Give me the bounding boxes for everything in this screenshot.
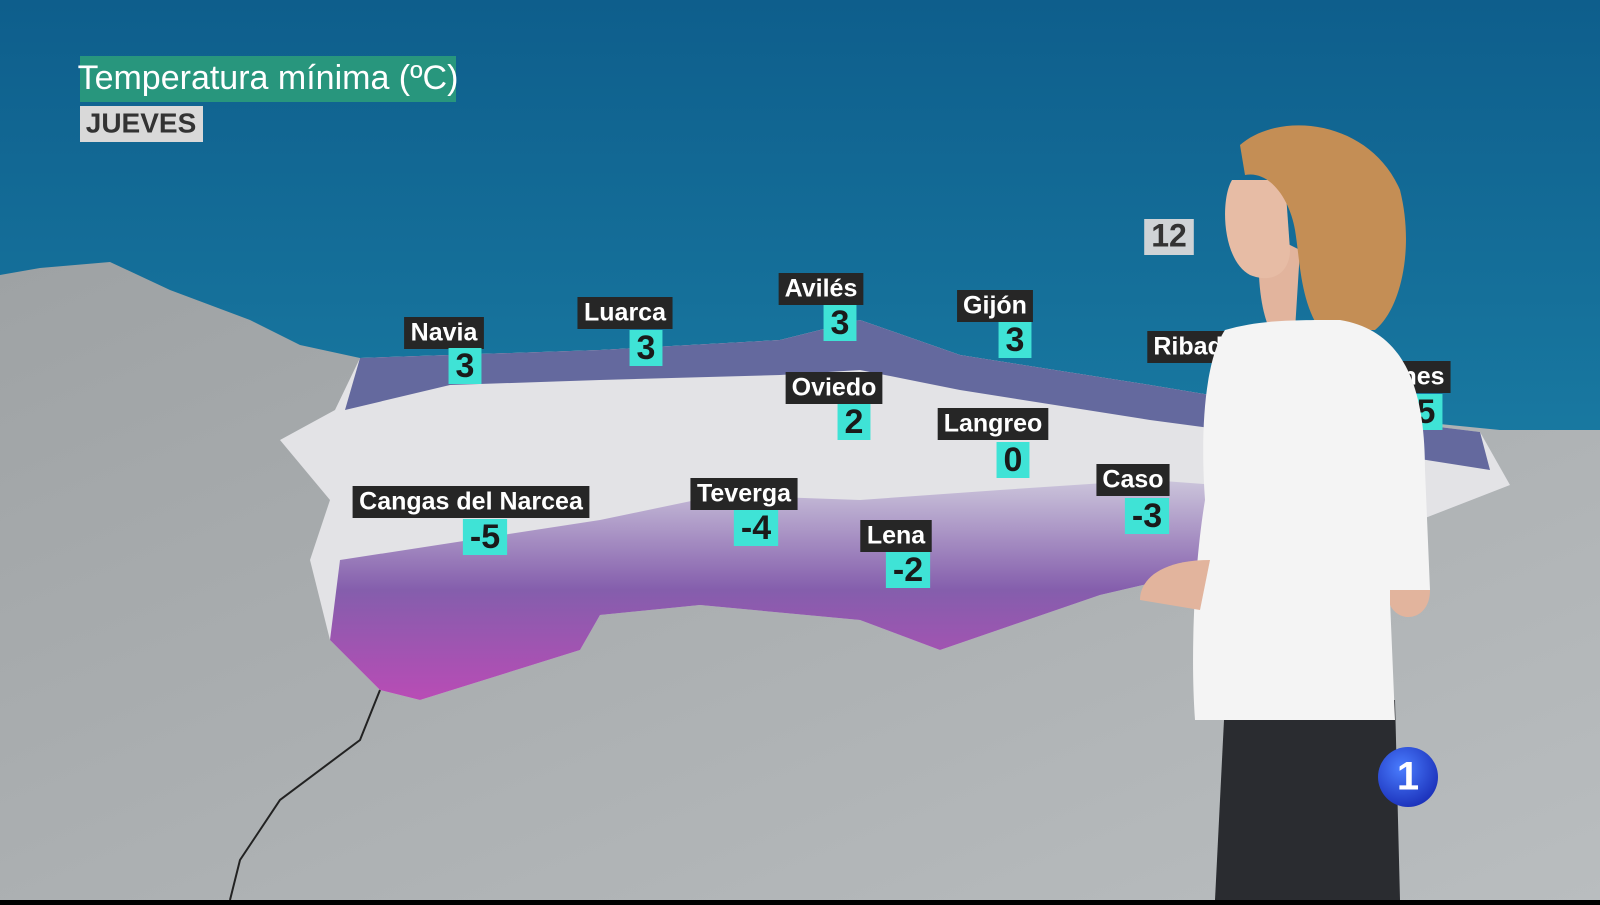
city-value-box [629, 330, 663, 366]
city-name-box [937, 408, 1049, 440]
sea-value-box [1144, 219, 1194, 255]
city-name: Oviedo [792, 374, 877, 402]
city-name: Langreo [944, 410, 1043, 438]
sea-value: 12 [1151, 217, 1187, 253]
city-name-box [577, 297, 673, 329]
city-name-box [778, 273, 864, 305]
city-value-box [998, 322, 1032, 358]
city-value: -3 [1132, 497, 1162, 535]
title: Temperatura mínima (ºC) [78, 59, 459, 97]
day: JUEVES [86, 107, 197, 138]
city-value: 3 [637, 329, 656, 367]
city-value-box [885, 552, 931, 588]
city-value-box [448, 348, 482, 384]
city-name-box [404, 317, 484, 349]
day-box [80, 106, 203, 142]
city-value: 2 [845, 403, 864, 441]
city-name: Luarca [584, 299, 667, 327]
border [229, 689, 381, 901]
city-name: Navia [411, 319, 479, 347]
city-value: 0 [1004, 441, 1023, 479]
city-value: 3 [831, 304, 850, 342]
city-value-box [733, 510, 779, 546]
city-name-box [1096, 464, 1170, 496]
city-value: -2 [893, 551, 923, 589]
city-name: Teverga [697, 480, 792, 508]
city-name-box [785, 372, 883, 404]
logo: 1 [1397, 755, 1419, 799]
title-box [80, 56, 456, 102]
city-value: 3 [456, 347, 475, 385]
presenter [1140, 125, 1430, 900]
city-value-box [823, 305, 857, 341]
city-name: Gijón [963, 292, 1027, 320]
city-value-box [996, 442, 1030, 478]
city-name-box [860, 520, 932, 552]
city-value: -4 [741, 509, 771, 547]
logo-badge [1378, 747, 1438, 807]
city-name: Cangas del Narcea [359, 488, 584, 516]
city-name: Caso [1102, 466, 1163, 494]
city-value-box [837, 404, 871, 440]
city-name-box [957, 290, 1033, 322]
city-name: Lena [867, 522, 926, 550]
city-value-box [1124, 498, 1170, 534]
city-value: 3 [1006, 321, 1025, 359]
city-value-box [462, 519, 508, 555]
cold-zone [330, 480, 1420, 700]
city-name-box [352, 486, 590, 518]
city-name: Avilés [785, 275, 858, 303]
city-name-box [690, 478, 798, 510]
city-value: -5 [470, 518, 500, 556]
